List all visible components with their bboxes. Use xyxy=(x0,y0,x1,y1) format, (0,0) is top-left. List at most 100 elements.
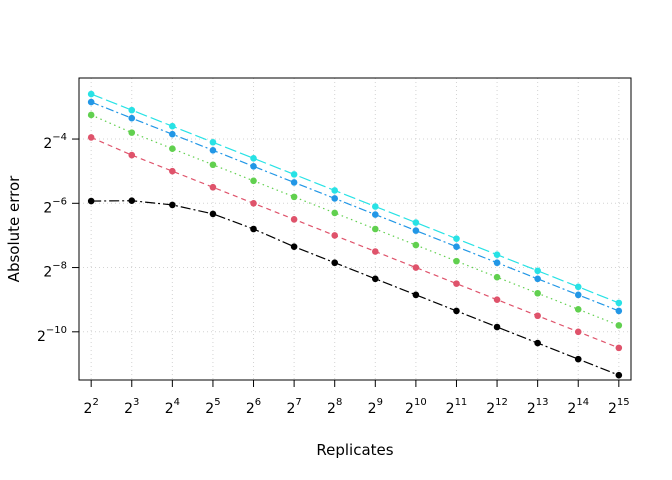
series-3-point xyxy=(453,257,460,265)
series-5-point xyxy=(209,138,217,146)
series-4-point xyxy=(534,275,541,283)
series-1-point xyxy=(574,355,582,363)
series-1-point xyxy=(250,225,257,233)
series-2-point xyxy=(615,344,623,352)
x-tick-label: 26 xyxy=(246,397,261,417)
x-tick-label: 211 xyxy=(446,397,468,417)
series-lines xyxy=(90,93,620,376)
x-tick-label: 210 xyxy=(405,397,427,417)
x-tick-label: 27 xyxy=(286,397,301,417)
series-4-point xyxy=(209,146,217,154)
series-1-point xyxy=(615,371,623,379)
series-4-point xyxy=(574,291,582,299)
series-4-point xyxy=(412,227,420,234)
series-4-point xyxy=(169,130,176,138)
series-2-point xyxy=(290,216,298,223)
series-1-line xyxy=(91,200,620,376)
series-1-point xyxy=(534,339,541,347)
series-4-point xyxy=(290,179,298,186)
series-3-point xyxy=(371,225,379,233)
series-4-point xyxy=(128,114,136,122)
series-3-point xyxy=(128,129,136,136)
series-1-point xyxy=(169,201,176,209)
x-tick-label: 213 xyxy=(527,397,549,417)
x-tick-label: 25 xyxy=(205,397,220,417)
series-4-point xyxy=(615,307,623,315)
y-tick-label: 2−10 xyxy=(37,325,67,345)
series-3-point xyxy=(615,322,623,329)
x-tick-label: 215 xyxy=(608,397,630,417)
series-5-line xyxy=(90,93,620,304)
series-3-point xyxy=(169,145,176,152)
series-2-point xyxy=(128,151,136,159)
series-5-point xyxy=(128,106,136,114)
series-1-point xyxy=(128,197,136,205)
series-4-line xyxy=(90,101,620,312)
series-4-point xyxy=(331,195,339,202)
y-tick-label: 2−4 xyxy=(43,132,67,152)
series-3-point xyxy=(331,209,339,217)
series-2-point xyxy=(209,183,217,191)
series-4-point xyxy=(453,243,460,250)
series-2-point xyxy=(412,264,420,271)
series-2-point xyxy=(331,232,339,239)
series-1-point xyxy=(412,291,420,299)
series-5-point xyxy=(250,155,257,162)
series-2-point xyxy=(574,328,582,336)
series-5-point xyxy=(493,251,501,259)
x-tick-label: 28 xyxy=(327,397,342,417)
series-1-point xyxy=(331,259,339,267)
x-axis-title: Replicates xyxy=(316,441,393,459)
series-2-point xyxy=(493,296,501,303)
y-axis-title: Absolute error xyxy=(5,175,23,282)
series-3-point xyxy=(493,273,501,281)
series-5-point xyxy=(574,283,582,291)
grid-lines xyxy=(79,78,631,380)
series-points xyxy=(87,90,623,379)
series-3-point xyxy=(290,193,298,201)
x-tick-label: 24 xyxy=(165,397,180,417)
x-tick-label: 214 xyxy=(567,397,589,417)
y-tick-label: 2−8 xyxy=(43,261,67,281)
series-3-point xyxy=(87,111,95,119)
series-5-point xyxy=(534,267,541,275)
series-3-point xyxy=(534,289,541,297)
series-3-point xyxy=(250,177,257,185)
series-1-point xyxy=(453,307,460,315)
series-2-point xyxy=(371,248,379,255)
series-4-point xyxy=(371,211,379,218)
series-3-line xyxy=(90,114,620,326)
series-4-point xyxy=(493,259,501,267)
series-5-point xyxy=(290,171,298,178)
series-2-point xyxy=(87,134,95,141)
series-5-point xyxy=(371,203,379,210)
series-3-point xyxy=(412,241,420,249)
series-2-point xyxy=(250,199,257,207)
series-4-point xyxy=(250,163,257,170)
series-3-point xyxy=(209,161,217,169)
x-tick-label: 212 xyxy=(486,397,508,417)
series-1-point xyxy=(493,323,501,331)
plot-frame xyxy=(78,77,632,381)
series-1-point xyxy=(87,197,95,205)
series-5-point xyxy=(331,187,339,194)
series-3-point xyxy=(574,306,582,313)
y-tick-label: 2−6 xyxy=(43,196,67,216)
series-5-point xyxy=(453,235,460,242)
series-5-point xyxy=(169,122,176,130)
x-tick-label: 29 xyxy=(368,397,383,417)
series-5-point xyxy=(87,90,95,98)
series-4-point xyxy=(87,98,95,106)
x-tick-label: 22 xyxy=(84,397,99,417)
series-2-point xyxy=(534,312,541,320)
y-axis: 2−4 2−6 2−8 2−10 xyxy=(37,132,80,345)
series-1-point xyxy=(209,210,217,218)
x-axis: 22 23 24 25 26 27 28 29 210 211 212 213 214 215 xyxy=(84,379,630,417)
series-1-point xyxy=(371,275,379,283)
series-2-point xyxy=(453,280,460,287)
series-5-point xyxy=(615,299,623,307)
series-1-point xyxy=(290,243,298,250)
series-2-point xyxy=(169,167,176,175)
x-tick-label: 23 xyxy=(124,397,139,417)
